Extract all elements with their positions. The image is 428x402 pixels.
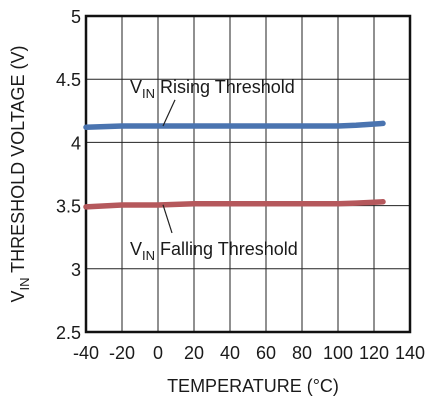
x-tick-label: -40 (73, 343, 99, 363)
y-axis-label-rest: THRESHOLD VOLTAGE (V) (8, 45, 28, 277)
x-tick-label: 80 (292, 343, 312, 363)
y-tick-label: 4.5 (56, 70, 81, 90)
series-line-falling (83, 199, 386, 210)
annotation-rising-threshold: VIN Rising Threshold (130, 77, 295, 101)
y-tick-label: 2.5 (56, 323, 81, 343)
x-tick-label: -20 (109, 343, 135, 363)
y-tick-label: 3.5 (56, 197, 81, 217)
x-tick-label: 20 (184, 343, 204, 363)
y-axis-label-main: V (8, 291, 28, 303)
plot-frame (84, 14, 412, 334)
x-tick-label: 100 (323, 343, 353, 363)
y-tick-label: 4 (71, 133, 81, 153)
x-tick-label: 120 (359, 343, 389, 363)
series-lines (83, 120, 386, 210)
y-tick-labels: 2.5 3 3.5 4 4.5 5 (56, 7, 81, 343)
y-tick-label: 3 (71, 260, 81, 280)
grid-lines (86, 16, 410, 332)
leader-line-rising (162, 99, 176, 127)
series-line-rising (83, 120, 386, 130)
x-tick-labels: -40 -20 0 20 40 60 80 100 120 140 (73, 343, 425, 363)
y-axis-label-sub: IN (17, 278, 32, 291)
x-tick-label: 0 (153, 343, 163, 363)
annotation-falling-threshold: VIN Falling Threshold (130, 239, 298, 263)
y-axis-label: VIN THRESHOLD VOLTAGE (V) (8, 45, 32, 302)
x-axis-label: TEMPERATURE (°C) (167, 376, 339, 396)
x-tick-label: 40 (220, 343, 240, 363)
x-tick-label: 140 (395, 343, 425, 363)
y-tick-label: 5 (71, 7, 81, 27)
annotation-leaders (162, 99, 176, 234)
x-tick-label: 60 (256, 343, 276, 363)
leader-line-falling (162, 204, 173, 234)
